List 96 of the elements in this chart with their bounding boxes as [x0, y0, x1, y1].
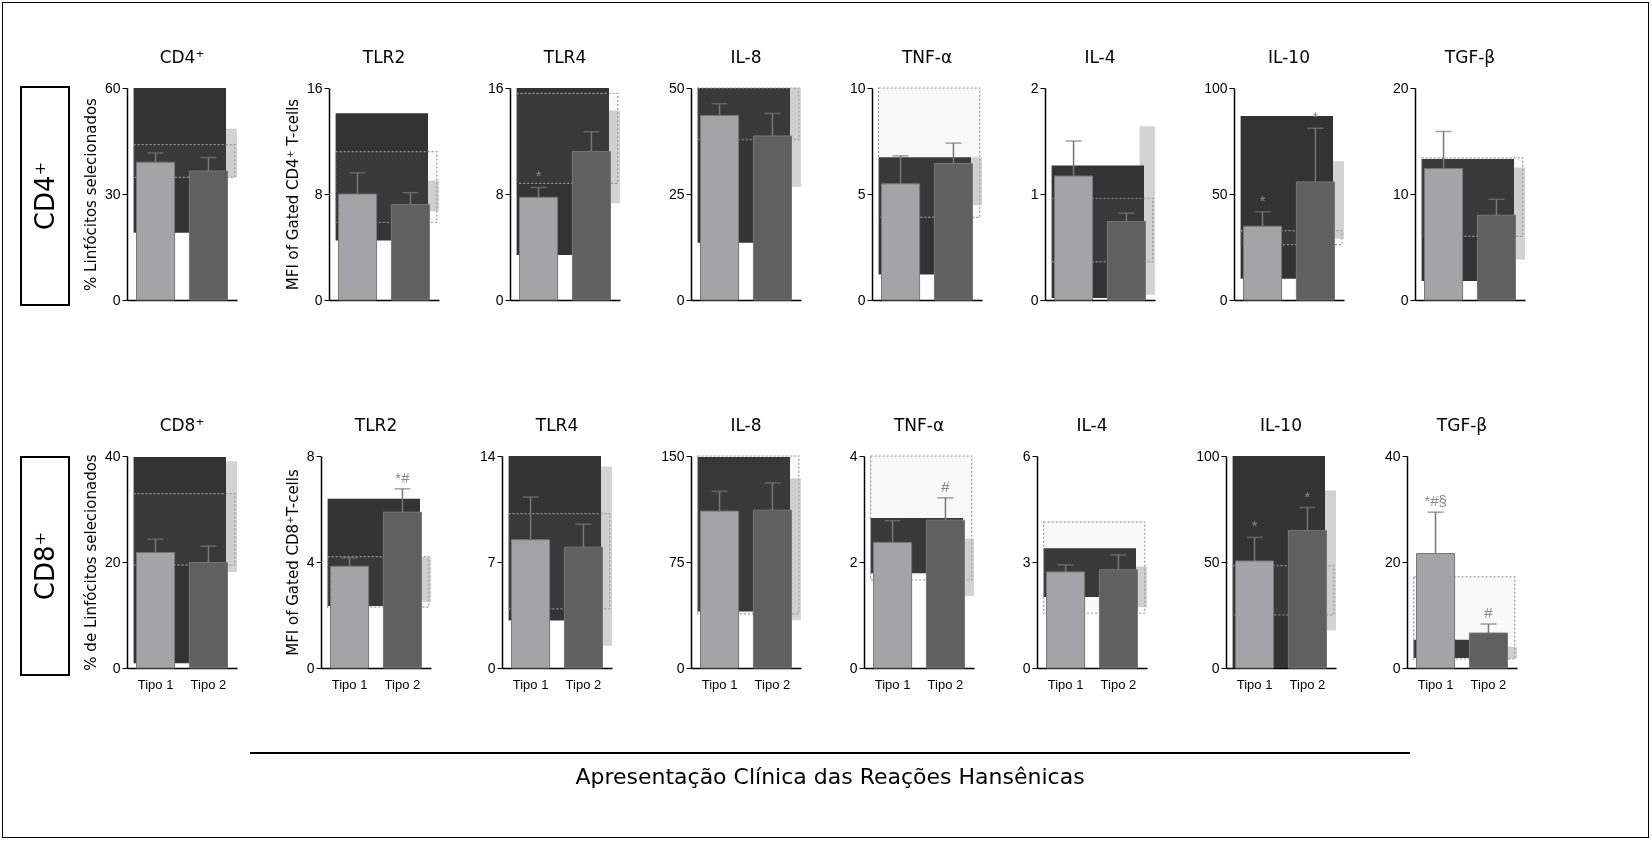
y-tick-label: 0 — [676, 291, 685, 308]
y-tick-label: 10 — [849, 79, 866, 96]
x-tick-label: Tipo 1 — [512, 676, 549, 692]
y-tick-label: 20 — [1384, 553, 1401, 570]
annotation: # — [941, 477, 951, 495]
text: Apresentação Clínica das Reações Hansênicas — [250, 752, 1410, 789]
y-tick-label: 0 — [1030, 291, 1039, 308]
x-tick-label: Tipo 2 — [754, 676, 791, 692]
y-tick-label: 2 — [849, 553, 858, 570]
annotation: # — [1484, 604, 1494, 622]
y-tick-label: 16 — [487, 79, 504, 96]
y-tick-label: 0 — [112, 659, 121, 676]
chart-title: TLR4 — [542, 47, 587, 67]
chart-title: TLR2 — [361, 47, 406, 67]
y-tick-label: 25 — [668, 185, 685, 202]
y-tick-label: 0 — [1211, 659, 1220, 676]
x-tick-label: Tipo 1 — [1417, 676, 1454, 692]
y-tick-label: 16 — [306, 79, 323, 96]
y-tick-label: 0 — [1219, 291, 1228, 308]
y-tick-label: 14 — [479, 447, 496, 464]
text: CD8⁺ — [30, 531, 61, 601]
y-tick-label: 0 — [314, 291, 323, 308]
y-tick-label: 0 — [1392, 659, 1401, 676]
chart-title: CD8⁺ — [159, 415, 205, 435]
y-tick-label: 8 — [314, 185, 323, 202]
y-tick-label: 60 — [104, 79, 121, 96]
chart-title: IL-4 — [1076, 415, 1108, 435]
y-tick-label: 10 — [1392, 185, 1409, 202]
y-tick-label: 0 — [849, 659, 858, 676]
annotation: *# — [395, 468, 411, 486]
chart-title: TGF-β — [1435, 415, 1488, 435]
y-tick-label: 2 — [1030, 79, 1039, 96]
annotation: * — [1259, 191, 1266, 209]
y-tick-label: 5 — [857, 185, 866, 202]
chart-title: TNF-α — [892, 415, 945, 435]
y-tick-label: 40 — [1384, 447, 1401, 464]
chart-title: IL-10 — [1260, 415, 1302, 435]
y-tick-label: 75 — [668, 553, 685, 570]
y-tick-label: 7 — [487, 553, 496, 570]
x-tick-label: Tipo 2 — [1470, 676, 1507, 692]
annotation: * — [1312, 108, 1319, 126]
y-tick-label: 150 — [661, 447, 685, 464]
x-tick-label: Tipo 1 — [1236, 676, 1273, 692]
chart-title: TGF-β — [1443, 47, 1496, 67]
y-tick-label: 0 — [1400, 291, 1409, 308]
y-tick-label: 50 — [668, 79, 685, 96]
x-tick-label: Tipo 2 — [190, 676, 227, 692]
x-tick-label: Tipo 1 — [1047, 676, 1084, 692]
y-tick-label: 0 — [112, 291, 121, 308]
annotation: *#§ — [1424, 492, 1447, 510]
chart-title: TLR4 — [534, 415, 579, 435]
y-tick-label: 40 — [104, 447, 121, 464]
y-tick-label: 0 — [487, 659, 496, 676]
y-tick-label: 0 — [857, 291, 866, 308]
y-tick-label: 4 — [306, 553, 315, 570]
y-tick-label: 6 — [1022, 447, 1031, 464]
y-tick-label: 100 — [1196, 447, 1220, 464]
y-tick-label: 20 — [1392, 79, 1409, 96]
x-tick-label: Tipo 2 — [1289, 676, 1326, 692]
chart-title: CD4⁺ — [159, 47, 205, 67]
y-tick-label: 8 — [495, 185, 504, 202]
x-tick-label: Tipo 1 — [874, 676, 911, 692]
annotation: * — [1304, 487, 1311, 505]
y-tick-label: 0 — [676, 659, 685, 676]
y-tick-label: 4 — [849, 447, 858, 464]
y-tick-label: 0 — [495, 291, 504, 308]
annotation: * — [535, 167, 542, 185]
y-axis-title: % Linfócitos selecionados — [81, 97, 100, 291]
x-tick-label: Tipo 2 — [1100, 676, 1137, 692]
y-tick-label: 0 — [306, 659, 315, 676]
y-axis-title: MFI of Gated CD8⁺T-cells — [283, 469, 302, 656]
chart-title: TNF-α — [900, 47, 953, 67]
y-tick-label: 100 — [1204, 79, 1228, 96]
x-tick-label: Tipo 1 — [137, 676, 174, 692]
chart-title: IL-8 — [730, 415, 762, 435]
x-tick-label: Tipo 1 — [331, 676, 368, 692]
x-tick-label: Tipo 2 — [927, 676, 964, 692]
y-tick-label: 20 — [104, 553, 121, 570]
y-tick-label: 0 — [1022, 659, 1031, 676]
y-tick-label: 30 — [104, 185, 121, 202]
y-tick-label: 3 — [1022, 553, 1031, 570]
y-tick-label: 50 — [1211, 185, 1228, 202]
chart-title: IL-10 — [1268, 47, 1310, 67]
annotation: * — [1251, 517, 1258, 535]
chart-title: TLR2 — [353, 415, 398, 435]
x-tick-label: Tipo 2 — [565, 676, 602, 692]
y-tick-label: 50 — [1203, 553, 1220, 570]
y-tick-label: 8 — [306, 447, 315, 464]
chart-title: IL-4 — [1084, 47, 1116, 67]
text: CD4⁺ — [30, 161, 61, 231]
y-tick-label: 1 — [1030, 185, 1039, 202]
x-tick-label: Tipo 1 — [701, 676, 738, 692]
x-tick-label: Tipo 2 — [384, 676, 421, 692]
y-axis-title: MFI of Gated CD4⁺ T-cells — [283, 98, 302, 291]
chart-title: IL-8 — [730, 47, 762, 67]
y-axis-title: % de Linfócitos selecionados — [81, 454, 100, 671]
